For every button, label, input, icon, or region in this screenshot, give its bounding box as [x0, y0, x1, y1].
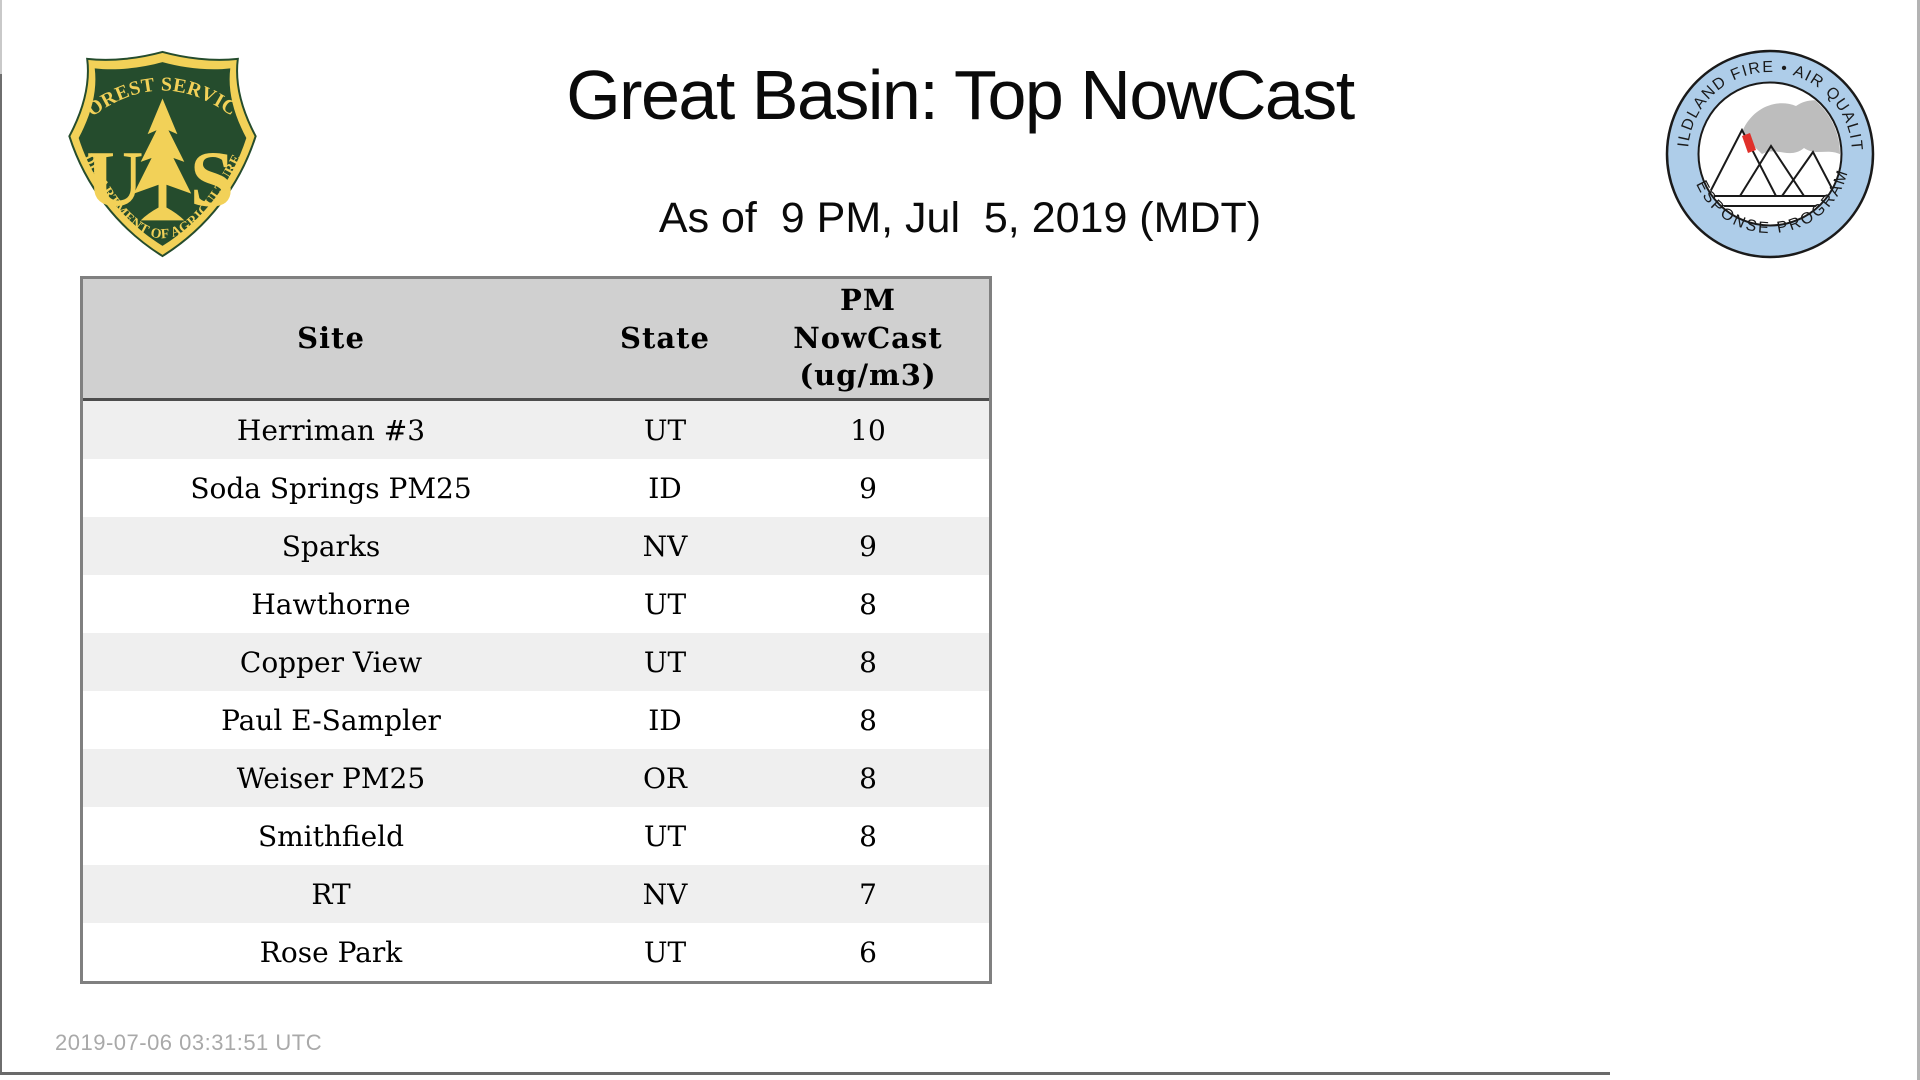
site-cell: Hawthorne: [251, 587, 411, 621]
pm-cell: 10: [850, 413, 886, 447]
site-cell: Rose Park: [259, 935, 403, 969]
table-row: Paul E-Sampler ID 8: [83, 691, 989, 749]
column-header-site: Site: [297, 320, 365, 355]
window-edge-left-top: [0, 0, 2, 74]
pm-cell: 6: [859, 935, 877, 969]
table-row: Sparks NV 9: [83, 517, 989, 575]
state-cell: UT: [643, 587, 687, 621]
table-row: Weiser PM25 OR 8: [83, 749, 989, 807]
table-body: Herriman #3 UT 10 Soda Springs PM25 ID 9 Spark…: [83, 401, 989, 981]
fire-mark: [1742, 133, 1756, 153]
pm-cell: 8: [859, 819, 877, 853]
fs-logo-letter-s: S: [190, 136, 234, 224]
site-cell: Sparks: [281, 529, 381, 563]
pm-cell: 7: [859, 877, 877, 911]
nowcast-table: Site State PM NowCast (ug/m3) Herriman #…: [80, 276, 992, 984]
table-header-row: Site State PM NowCast (ug/m3): [83, 279, 989, 401]
site-cell: Weiser PM25: [236, 761, 426, 795]
pm-cell: 8: [859, 703, 877, 737]
table-row: Copper View UT 8: [83, 633, 989, 691]
table-row: RT NV 7: [83, 865, 989, 923]
page-title: Great Basin: Top NowCast: [566, 56, 1355, 134]
pm-cell: 9: [859, 529, 877, 563]
pine-tree-icon: [133, 98, 192, 221]
site-cell: Herriman #3: [236, 413, 426, 447]
state-cell: OR: [642, 761, 688, 795]
state-cell: NV: [642, 529, 688, 563]
page-subtitle: As of 9 PM, Jul 5, 2019 (MDT): [658, 194, 1262, 242]
site-cell: Paul E-Sampler: [221, 703, 441, 737]
generation-timestamp: 2019-07-06 03:31:51 UTC: [55, 1030, 323, 1055]
pm-cell: 9: [859, 471, 877, 505]
air-quality-program-logo: WILDLAND FIRE • AIR QUALITY RESPONSE PRO…: [1664, 48, 1875, 259]
site-cell: RT: [311, 877, 351, 911]
pm-cell: 8: [859, 761, 877, 795]
forest-service-logo: FOREST SERVICE DEPARTMENT OF AGRICULTURE…: [57, 45, 257, 258]
column-header-state: State: [620, 320, 710, 355]
pm-cell: 8: [859, 587, 877, 621]
site-cell: Copper View: [239, 645, 423, 679]
table-row: Soda Springs PM25 ID 9: [83, 459, 989, 517]
site-cell: Smithfield: [257, 819, 405, 853]
table-row: Smithfield UT 8: [83, 807, 989, 865]
state-cell: ID: [648, 471, 682, 505]
state-cell: UT: [643, 935, 687, 969]
window-edge-bottom: [0, 1072, 1610, 1075]
pm-cell: 8: [859, 645, 877, 679]
state-cell: ID: [648, 703, 682, 737]
window-edge-left: [0, 74, 2, 1073]
state-cell: UT: [643, 645, 687, 679]
table-row: Hawthorne UT 8: [83, 575, 989, 633]
table-row: Herriman #3 UT 10: [83, 401, 989, 459]
table-row: Rose Park UT 6: [83, 923, 989, 981]
column-header-pm: PM NowCast (ug/m3): [793, 282, 943, 393]
state-cell: UT: [643, 819, 687, 853]
fs-logo-letter-u: U: [86, 136, 143, 224]
smoke-plume: [1742, 100, 1840, 160]
window-edge-right: [1917, 0, 1920, 1080]
state-cell: UT: [643, 413, 687, 447]
site-cell: Soda Springs PM25: [190, 471, 472, 505]
state-cell: NV: [642, 877, 688, 911]
